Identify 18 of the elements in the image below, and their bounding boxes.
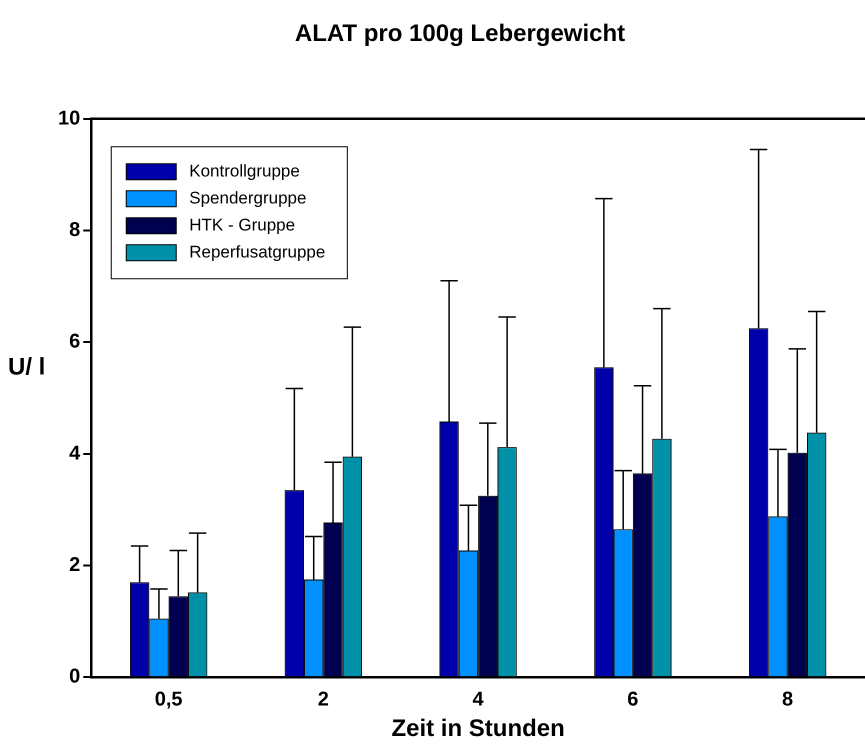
x-tick-label: 6 [627, 688, 638, 711]
chart-title: ALAT pro 100g Lebergewicht [294, 20, 626, 48]
y-tick-label: 6 [69, 330, 80, 353]
x-tick-label: 0,5 [154, 688, 183, 711]
legend-label: Spendergruppe [189, 188, 306, 208]
x-tick-label: 8 [782, 688, 794, 711]
legend-label: HTK - Gruppe [189, 215, 296, 234]
x-tick-label: 2 [318, 688, 329, 711]
x-axis-title: Zeit in Stunden [391, 715, 565, 742]
y-tick-label: 4 [69, 442, 82, 464]
y-axis-title: U/ l [8, 354, 46, 381]
legend-label: Kontrollgruppe [189, 161, 300, 180]
y-tick-label: 8 [69, 218, 80, 241]
x-tick-label: 4 [472, 688, 485, 711]
y-tick-label: 0 [69, 666, 80, 688]
legend-label: Reperfusatgruppe [189, 242, 326, 262]
y-tick-label: 10 [58, 107, 80, 130]
y-tick-label: 2 [69, 554, 80, 576]
